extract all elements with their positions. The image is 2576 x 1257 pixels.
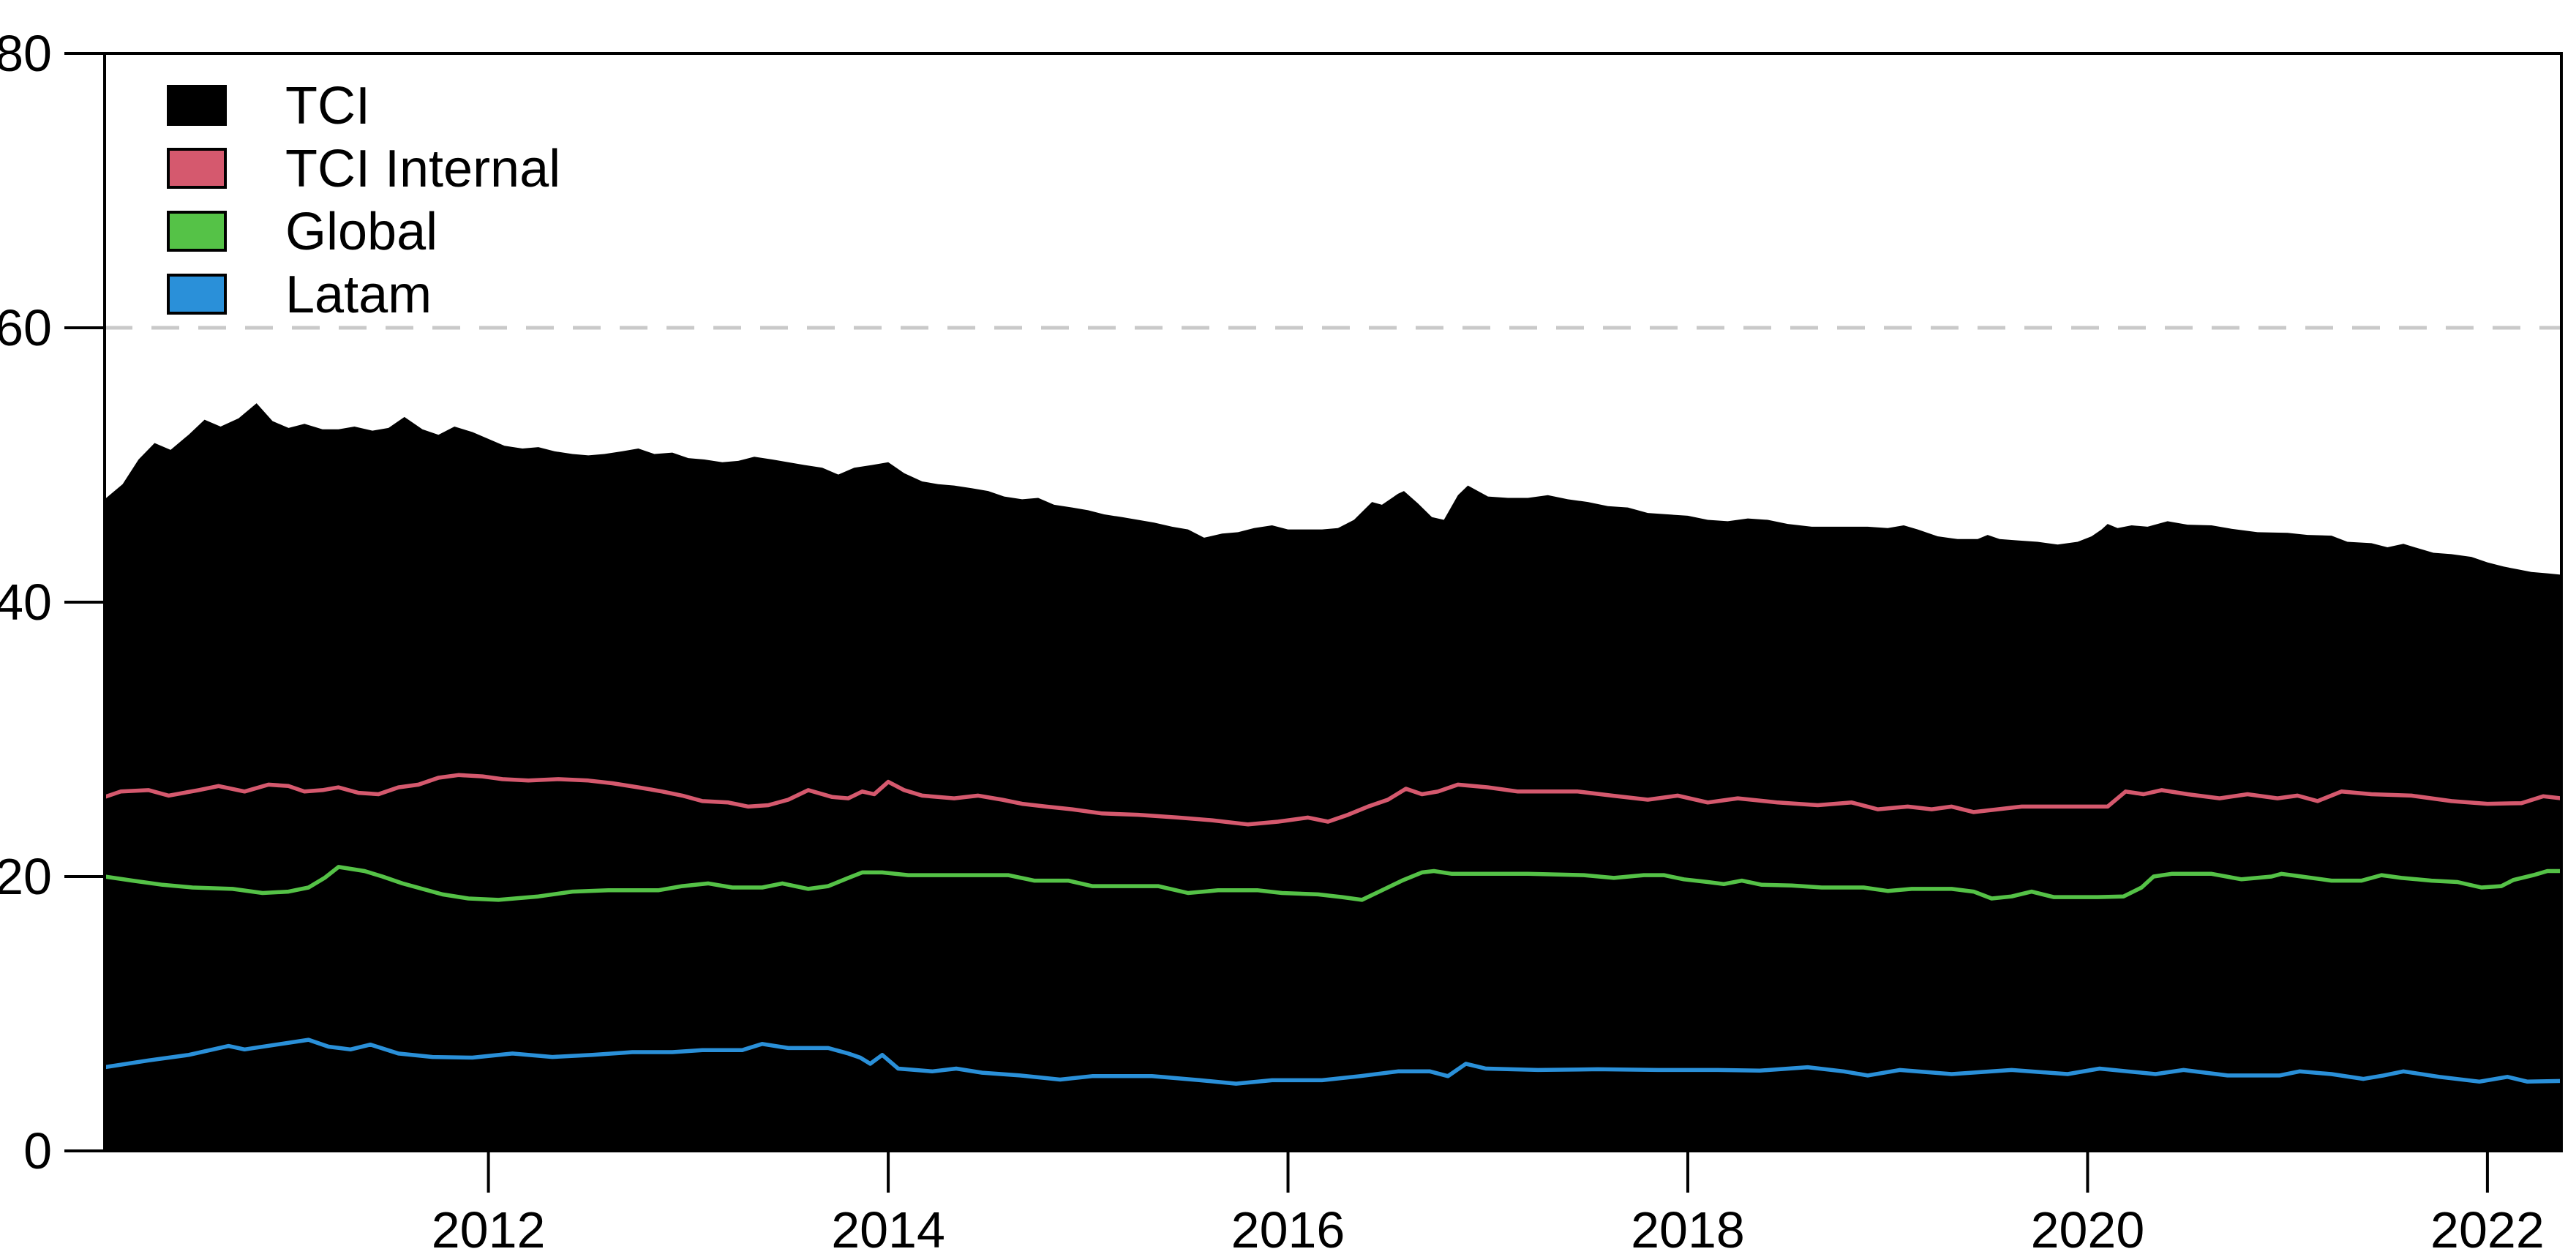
legend-item-tci-internal: TCI Internal	[167, 140, 560, 198]
legend-item-global: Global	[167, 203, 438, 261]
series-line-latam	[104, 1038, 2562, 1086]
x-tick-label: 2018	[1631, 1201, 1745, 1257]
y-tick-label: 60	[0, 299, 52, 356]
y-tick-label: 40	[0, 574, 52, 631]
legend-swatch-tci	[167, 85, 227, 126]
x-tick-label: 2014	[831, 1201, 945, 1257]
x-axis-ticks: 2012 2014 2016 2018 2020 2022	[432, 1151, 2545, 1257]
series-line-global	[104, 865, 2561, 902]
x-tick-label: 2022	[2430, 1201, 2545, 1257]
legend-label-tci: TCI	[285, 77, 370, 135]
legend-swatch-latam	[167, 274, 227, 315]
x-tick-label: 2016	[1231, 1201, 1345, 1257]
legend-label-latam: Latam	[285, 266, 432, 324]
plot-series	[104, 403, 2562, 1151]
series-line-tci-internal	[104, 773, 2562, 827]
legend-swatch-tci-internal	[167, 148, 227, 189]
legend-item-tci: TCI	[167, 77, 370, 135]
legend-swatch-global	[167, 211, 227, 252]
legend-item-latam: Latam	[167, 266, 432, 324]
y-tick-label: 80	[0, 25, 52, 82]
y-tick-label: 20	[0, 848, 52, 905]
series-area-tci	[105, 403, 2561, 1151]
y-tick-label: 0	[23, 1122, 52, 1179]
y-axis-ticks: 0 20 40 60 80	[0, 25, 105, 1179]
legend-label-tci-internal: TCI Internal	[285, 140, 560, 198]
legend-label-global: Global	[285, 203, 438, 261]
x-tick-label: 2020	[2031, 1201, 2145, 1257]
x-tick-label: 2012	[432, 1201, 546, 1257]
